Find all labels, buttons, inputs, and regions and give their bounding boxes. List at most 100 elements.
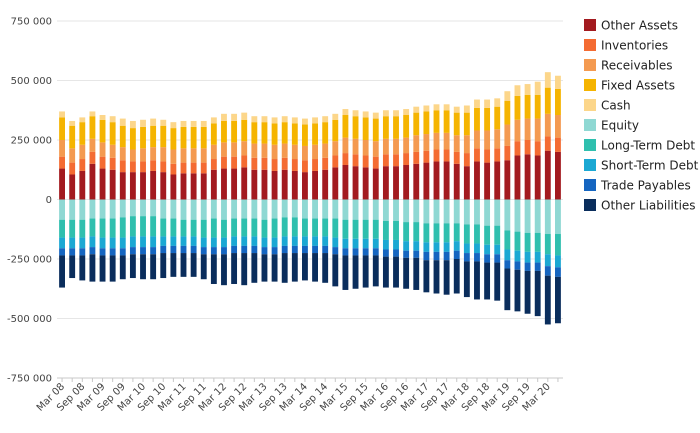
bar-segment[interactable] <box>140 119 146 127</box>
bar-segment[interactable] <box>332 254 339 287</box>
bar-segment[interactable] <box>362 111 369 118</box>
bar-segment[interactable] <box>99 237 106 249</box>
bar-segment[interactable] <box>129 236 136 248</box>
bar-segment[interactable] <box>221 219 227 238</box>
bar-segment[interactable] <box>79 237 86 249</box>
bar-segment[interactable] <box>393 154 399 167</box>
bar-segment[interactable] <box>59 156 65 169</box>
bar-segment[interactable] <box>190 162 197 174</box>
bar-segment[interactable] <box>150 160 157 171</box>
bar-segment[interactable] <box>160 172 167 200</box>
bar-segment[interactable] <box>231 245 238 254</box>
bar-segment[interactable] <box>170 122 177 129</box>
bar-segment[interactable] <box>443 260 450 295</box>
bar-segment[interactable] <box>312 236 318 246</box>
bar-segment[interactable] <box>140 247 146 255</box>
bar-segment[interactable] <box>210 199 217 219</box>
bar-segment[interactable] <box>59 248 65 256</box>
bar-segment[interactable] <box>261 254 268 282</box>
bar-segment[interactable] <box>463 224 470 244</box>
bar-segment[interactable] <box>504 145 511 161</box>
bar-segment[interactable] <box>140 148 146 162</box>
bar-segment[interactable] <box>504 268 511 311</box>
bar-segment[interactable] <box>382 116 389 139</box>
bar-segment[interactable] <box>382 166 389 200</box>
bar-segment[interactable] <box>484 130 491 150</box>
bar-segment[interactable] <box>129 254 136 279</box>
bar-segment[interactable] <box>99 119 106 143</box>
bar-segment[interactable] <box>524 251 531 263</box>
bar-segment[interactable] <box>312 144 318 160</box>
bar-segment[interactable] <box>382 256 389 288</box>
bar-segment[interactable] <box>403 164 410 200</box>
bar-segment[interactable] <box>372 248 379 256</box>
bar-segment[interactable] <box>231 156 238 169</box>
bar-segment[interactable] <box>221 156 227 169</box>
bar-segment[interactable] <box>413 151 420 164</box>
bar-segment[interactable] <box>555 276 561 324</box>
bar-segment[interactable] <box>69 162 76 175</box>
bar-segment[interactable] <box>555 199 561 235</box>
bar-segment[interactable] <box>210 237 217 248</box>
bar-segment[interactable] <box>79 170 86 200</box>
bar-segment[interactable] <box>403 137 410 154</box>
bar-segment[interactable] <box>129 216 136 237</box>
bar-segment[interactable] <box>150 147 157 161</box>
bar-segment[interactable] <box>342 164 349 200</box>
bar-segment[interactable] <box>231 168 238 200</box>
bar-segment[interactable] <box>403 153 410 165</box>
bar-segment[interactable] <box>89 163 96 200</box>
bar-segment[interactable] <box>200 120 207 127</box>
bar-segment[interactable] <box>79 248 86 256</box>
bar-segment[interactable] <box>99 142 106 157</box>
bar-segment[interactable] <box>241 236 248 246</box>
bar-segment[interactable] <box>534 94 541 119</box>
bar-segment[interactable] <box>524 84 531 95</box>
bar-segment[interactable] <box>514 85 521 96</box>
bar-segment[interactable] <box>453 163 460 200</box>
bar-segment[interactable] <box>302 172 308 200</box>
bar-segment[interactable] <box>474 99 480 108</box>
bar-segment[interactable] <box>372 219 379 239</box>
bar-segment[interactable] <box>302 218 308 237</box>
bar-segment[interactable] <box>281 157 288 170</box>
bar-segment[interactable] <box>453 259 460 294</box>
bar-segment[interactable] <box>474 224 480 244</box>
bar-segment[interactable] <box>504 100 511 125</box>
bar-segment[interactable] <box>271 123 278 145</box>
bar-segment[interactable] <box>160 253 167 279</box>
bar-segment[interactable] <box>504 199 511 231</box>
bar-segment[interactable] <box>352 248 359 256</box>
bar-segment[interactable] <box>504 124 511 146</box>
bar-segment[interactable] <box>180 236 187 246</box>
bar-segment[interactable] <box>403 250 410 258</box>
bar-segment[interactable] <box>413 257 420 290</box>
bar-segment[interactable] <box>322 143 329 158</box>
legend-item[interactable]: Short-Term Debt <box>584 159 699 173</box>
bar-segment[interactable] <box>210 247 217 255</box>
bar-segment[interactable] <box>160 161 167 173</box>
legend-item[interactable]: Receivables <box>584 59 673 73</box>
bar-segment[interactable] <box>484 254 491 263</box>
bar-segment[interactable] <box>170 218 177 237</box>
bar-segment[interactable] <box>342 109 349 116</box>
bar-segment[interactable] <box>150 125 157 148</box>
bar-segment[interactable] <box>221 254 227 286</box>
bar-segment[interactable] <box>129 199 136 217</box>
bar-segment[interactable] <box>99 168 106 200</box>
bar-segment[interactable] <box>129 172 136 200</box>
bar-segment[interactable] <box>291 245 298 254</box>
bar-segment[interactable] <box>261 157 268 170</box>
bar-segment[interactable] <box>302 236 308 246</box>
bar-segment[interactable] <box>109 248 116 256</box>
legend[interactable]: Other Assets Inventories Receivables Fixed … <box>584 19 699 213</box>
bar-segment[interactable] <box>423 134 430 151</box>
bar-segment[interactable] <box>393 199 399 221</box>
bar-segment[interactable] <box>221 199 227 220</box>
bar-segment[interactable] <box>453 112 460 136</box>
bar-segment[interactable] <box>393 116 399 139</box>
bar-segment[interactable] <box>453 199 460 224</box>
bar-segment[interactable] <box>119 217 126 238</box>
bar-segment[interactable] <box>79 255 86 281</box>
bar-segment[interactable] <box>484 262 491 300</box>
